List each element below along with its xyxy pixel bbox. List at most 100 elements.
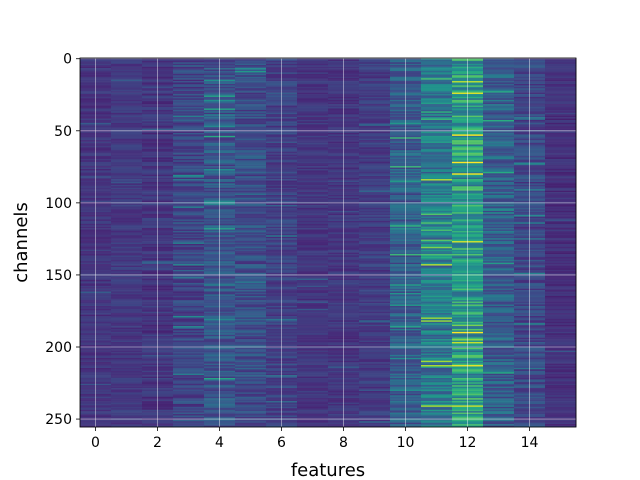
heatmap-cell — [173, 363, 205, 366]
heatmap-cell — [359, 317, 391, 320]
heatmap-cell — [483, 65, 515, 67]
heatmap-cell — [173, 153, 205, 155]
heatmap-cell — [483, 206, 515, 209]
heatmap-cell — [111, 353, 143, 356]
heatmap-cell — [359, 151, 391, 154]
heatmap-cell — [235, 108, 267, 111]
heatmap-cell — [483, 392, 515, 395]
heatmap-cell — [297, 143, 329, 145]
heatmap-cell — [421, 163, 453, 165]
heatmap-cell — [235, 269, 267, 272]
heatmap-cell — [235, 281, 267, 284]
heatmap-cell — [359, 279, 391, 282]
heatmap-cell — [359, 419, 391, 422]
heatmap-cell — [111, 144, 143, 147]
heatmap-cell — [545, 308, 577, 311]
heatmap-cell — [173, 246, 205, 249]
heatmap-cell — [545, 101, 577, 103]
heatmap-cell — [483, 151, 515, 154]
heatmap-cell — [545, 99, 577, 102]
heatmap-cell — [483, 264, 515, 266]
heatmap-cell — [111, 301, 143, 304]
heatmap-cell — [173, 337, 205, 340]
heatmap-cell — [297, 177, 329, 180]
heatmap-cell — [483, 184, 515, 187]
heatmap-cell — [359, 225, 391, 227]
heatmap-cell — [111, 186, 143, 189]
heatmap-cell — [235, 304, 267, 307]
heatmap-cell — [173, 232, 205, 235]
heatmap-cell — [235, 196, 267, 199]
heatmap-cell — [483, 304, 515, 307]
heatmap-cell — [173, 150, 205, 152]
heatmap-cell — [421, 313, 453, 315]
heatmap-cell — [297, 186, 329, 189]
heatmap-cell — [483, 327, 515, 330]
heatmap-cell — [545, 292, 577, 295]
heatmap-cell — [483, 158, 515, 161]
heatmap-cell — [173, 415, 205, 418]
heatmap-cell — [111, 92, 143, 95]
heatmap-cell — [483, 144, 515, 147]
heatmap-cell — [235, 403, 267, 406]
heatmap-cell — [297, 235, 329, 238]
heatmap-cell — [483, 258, 515, 261]
heatmap-cell — [421, 91, 453, 93]
heatmap-cell — [545, 300, 577, 302]
heatmap-cell — [111, 115, 143, 118]
heatmap-cell — [545, 62, 577, 65]
heatmap-cell — [421, 92, 453, 95]
heatmap-cell — [235, 85, 267, 88]
heatmap-cell — [421, 168, 453, 171]
heatmap-cell — [359, 241, 391, 243]
heatmap-cell — [359, 390, 391, 393]
heatmap-cell — [297, 383, 329, 386]
heatmap-cell — [483, 62, 515, 65]
heatmap-cell — [297, 349, 329, 351]
heatmap-cell — [421, 219, 453, 222]
heatmap-cell — [111, 304, 143, 307]
heatmap-cell — [297, 405, 329, 408]
heatmap-cell — [297, 105, 329, 108]
heatmap-cell — [111, 183, 143, 186]
heatmap-cell — [483, 275, 515, 278]
heatmap-cell — [111, 369, 143, 372]
heatmap-cell — [483, 207, 515, 210]
heatmap-cell — [483, 285, 515, 288]
heatmap-cell — [297, 333, 329, 336]
heatmap-cell — [173, 168, 205, 171]
heatmap-cell — [173, 324, 205, 327]
heatmap-cell — [545, 264, 577, 266]
heatmap-cell — [483, 180, 515, 183]
heatmap-cell — [173, 108, 205, 111]
heatmap-cell — [545, 154, 577, 157]
heatmap-cell — [297, 412, 329, 415]
heatmap-cell — [111, 216, 143, 219]
heatmap-cell — [297, 151, 329, 154]
heatmap-cell — [111, 415, 143, 418]
heatmap-cell — [483, 402, 515, 405]
heatmap-cell — [111, 284, 143, 287]
heatmap-cell — [173, 259, 205, 262]
heatmap-cell — [111, 69, 143, 72]
heatmap-cell — [111, 134, 143, 137]
heatmap-cell — [173, 339, 205, 341]
heatmap-cell — [483, 318, 515, 321]
heatmap-cell — [421, 132, 453, 135]
heatmap-cell — [297, 362, 329, 364]
heatmap-cell — [421, 222, 453, 225]
heatmap-cell — [297, 386, 329, 389]
heatmap-cell — [359, 105, 391, 108]
heatmap-cell — [483, 222, 515, 225]
heatmap-cell — [545, 380, 577, 383]
heatmap-cell — [483, 328, 515, 331]
heatmap-cell — [173, 262, 205, 265]
heatmap-cell — [421, 297, 453, 300]
heatmap-cell — [235, 382, 267, 385]
heatmap-cell — [359, 81, 391, 83]
heatmap-cell — [483, 69, 515, 72]
heatmap-cell — [111, 72, 143, 75]
heatmap-cell — [359, 233, 391, 236]
heatmap-cell — [359, 388, 391, 390]
heatmap-cell — [235, 424, 267, 426]
